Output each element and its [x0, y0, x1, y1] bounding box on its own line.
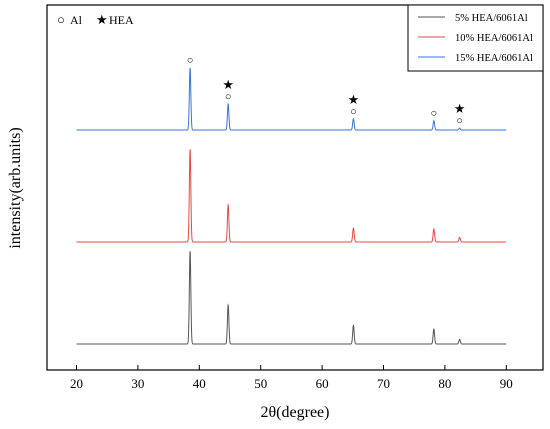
legend-label-2: 10% HEA/6061Al [455, 33, 533, 44]
al-marker: ○ [456, 115, 463, 127]
phase-key: ○ Al ★ HEA [57, 12, 134, 27]
al-marker: ○ [350, 106, 357, 118]
al-marker: ○ [225, 91, 232, 103]
x-axis-ticks: 20 30 40 50 60 70 80 90 [70, 365, 513, 391]
x-axis-title: 2θ(degree) [261, 404, 330, 421]
series-line-3 [76, 67, 507, 131]
al-marker: ○ [431, 108, 438, 120]
legend-items: 5% HEA/6061Al 10% HEA/6061Al 15% HEA/6061A… [418, 13, 533, 64]
hea-marker: ★ [348, 92, 360, 107]
hea-marker: ★ [222, 77, 234, 92]
legend-label-3: 15% HEA/6061Al [455, 53, 533, 64]
phase-key-symbol-hea: ★ [96, 12, 108, 27]
series-line-2 [76, 149, 507, 243]
x-tick-label: 80 [438, 376, 451, 391]
x-tick-label: 30 [131, 376, 144, 391]
series-group [76, 67, 507, 345]
phase-key-label-al: Al [70, 13, 83, 27]
legend-label-1: 5% HEA/6061Al [455, 13, 528, 24]
x-tick-label: 60 [316, 376, 329, 391]
x-tick-label: 50 [254, 376, 267, 391]
legend: 5% HEA/6061Al 10% HEA/6061Al 15% HEA/6061A… [407, 4, 544, 72]
phase-key-label-hea: HEA [109, 13, 134, 27]
legend-box [407, 4, 544, 72]
phase-key-symbol-al: ○ [57, 12, 65, 27]
series-line-1 [76, 251, 507, 345]
y-axis-title: intensity(arb.units) [7, 127, 24, 248]
hea-marker: ★ [454, 101, 466, 116]
plot-frame [46, 4, 544, 371]
x-tick-label: 70 [377, 376, 390, 391]
al-marker: ○ [187, 55, 194, 67]
x-tick-label: 90 [500, 376, 513, 391]
x-tick-label: 40 [193, 376, 206, 391]
peak-annotations: ○○★○★○○★ [187, 55, 466, 127]
x-tick-label: 20 [70, 376, 83, 391]
